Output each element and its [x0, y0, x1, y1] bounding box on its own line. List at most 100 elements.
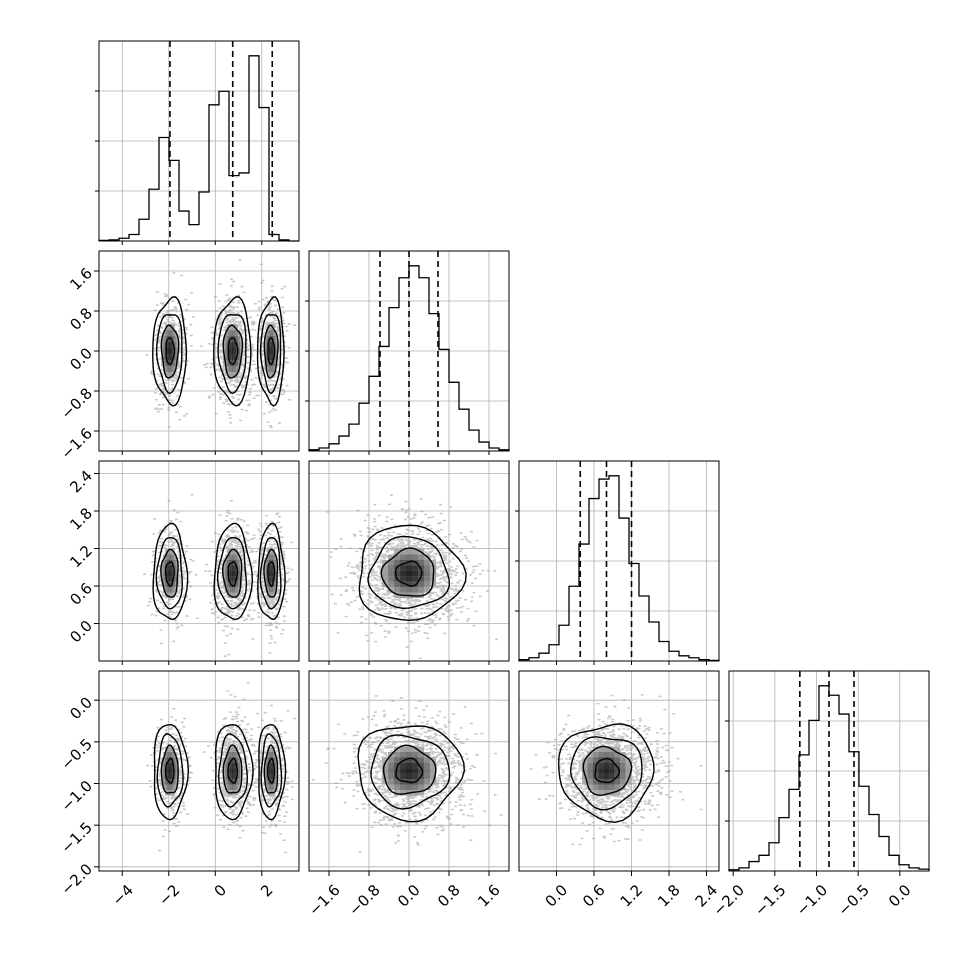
- density-cell-1-0-0: [167, 365, 170, 373]
- density-cell-3-0-1: [225, 784, 228, 791]
- density-cell-3-2: [625, 768, 632, 774]
- panel-3-3: [725, 670, 930, 872]
- density-cell-2-0-1: [227, 549, 230, 555]
- density-cell-1-0-1: [238, 336, 241, 343]
- contour-3-0-1-0: [227, 757, 238, 784]
- density-cell-3-2: [603, 773, 610, 780]
- density-cell-2-1: [406, 565, 413, 571]
- density-cell-2-0-0: [174, 559, 177, 566]
- density-cell-3-0-0: [161, 768, 164, 774]
- density-cell-3-1: [411, 784, 419, 791]
- density-cell-1-0-2: [265, 353, 268, 361]
- contour-2-0-1-0: [227, 561, 239, 587]
- density-cell-1-0-0: [176, 342, 179, 349]
- frame-0-0: [98, 40, 300, 242]
- density-cell-3-0-0: [174, 784, 177, 791]
- density-cell-3-0-2: [271, 768, 274, 774]
- density-cell-2-1: [382, 565, 389, 571]
- density-cell-3-2: [603, 752, 610, 758]
- density-cell-3-2: [609, 773, 615, 780]
- density-cell-3-0-1: [235, 784, 239, 791]
- density-cell-2-1: [388, 576, 395, 582]
- density-cell-3-0-2: [264, 768, 266, 774]
- density-cell-3-0-1: [223, 773, 226, 780]
- density-cell-3-2: [603, 790, 610, 796]
- contour-2-0-0-1: [160, 548, 179, 598]
- contour-2-1-3: [358, 524, 467, 622]
- density-cell-1-0-0: [174, 353, 177, 361]
- density-cell-3-1: [388, 773, 395, 780]
- density-cell-3-0-0: [167, 762, 170, 769]
- density-cell-3-0-1: [227, 779, 230, 785]
- density-cell-1-0-1: [227, 365, 230, 373]
- density-cell-3-0-2: [271, 752, 274, 758]
- density-cell-2-1: [400, 554, 407, 561]
- contour-3-2-1: [582, 745, 633, 796]
- density-cell-1-0-2: [274, 348, 277, 355]
- density-cell-3-0-0: [172, 752, 175, 758]
- density-cell-3-0-0: [168, 762, 171, 769]
- density-cell-3-2: [587, 762, 594, 769]
- density-cell-1-0-1: [225, 348, 228, 355]
- density-cell-1-0-1: [229, 348, 232, 355]
- density-cell-1-0-0: [170, 365, 173, 373]
- contour-1-0-2-1: [263, 324, 279, 379]
- density-cell-2-0-2: [268, 565, 271, 571]
- density-cell-3-0-0: [168, 773, 171, 780]
- density-cell-3-0-1: [238, 784, 241, 791]
- density-cell-3-0-2: [273, 757, 275, 763]
- density-cell-3-0-0: [163, 762, 166, 769]
- density-cell-3-1: [411, 768, 419, 774]
- density-cell-3-2: [598, 790, 604, 796]
- density-cell-2-0-2: [268, 559, 271, 566]
- density-cell-1-0-1: [235, 365, 239, 373]
- density-cell-2-0-0: [168, 587, 171, 593]
- density-cell-3-2: [582, 762, 588, 769]
- density-cell-2-0-0: [172, 554, 175, 561]
- density-cell-1-0-2: [267, 365, 269, 373]
- density-cell-3-1: [417, 790, 425, 796]
- density-cell-1-0-1: [231, 359, 234, 367]
- density-cell-2-0-1: [229, 565, 232, 571]
- density-cell-2-0-1: [229, 576, 232, 582]
- density-cell-3-0-0: [167, 757, 170, 763]
- density-cell-3-1: [400, 768, 407, 774]
- contour-3-1-1: [382, 744, 437, 795]
- contour-3-1-3: [357, 725, 466, 823]
- density-cell-3-0-1: [233, 752, 236, 758]
- density-cell-2-0-0: [167, 587, 170, 593]
- density-cell-2-0-2: [265, 559, 268, 566]
- density-cell-2-0-0: [161, 570, 164, 577]
- density-cell-1-0-0: [163, 353, 166, 361]
- density-cell-3-1: [400, 762, 407, 769]
- density-cell-2-0-0: [174, 570, 177, 577]
- density-cell-1-0-1: [240, 342, 243, 349]
- density-cell-3-2: [592, 790, 599, 796]
- density-cell-3-0-2: [271, 784, 274, 791]
- density-cell-1-0-0: [170, 371, 173, 378]
- density-cell-1-0-1: [233, 371, 236, 378]
- density-cell-2-1: [400, 549, 407, 555]
- panel-0-0: [95, 40, 300, 242]
- density-cell-3-0-0: [170, 752, 173, 758]
- density-cell-3-1: [406, 784, 413, 791]
- density-cell-2-0-0: [167, 554, 170, 561]
- density-cell-1-0-2: [268, 324, 271, 331]
- contour-2-0-0-0: [165, 561, 175, 587]
- density-cell-3-0-0: [165, 757, 168, 763]
- density-cell-2-0-1: [223, 565, 226, 571]
- contour-3-0-2-3: [258, 723, 287, 821]
- density-cell-1-0-1: [229, 342, 232, 349]
- density-cell-3-0-0: [168, 784, 171, 791]
- density-cell-3-1: [400, 773, 407, 780]
- density-cell-2-0-0: [167, 570, 170, 577]
- density-cell-2-0-0: [163, 576, 166, 582]
- density-cell-3-0-1: [225, 773, 228, 780]
- density-cell-1-0-1: [233, 365, 236, 373]
- density-cell-3-0-2: [273, 779, 275, 785]
- density-cell-1-0-2: [274, 353, 277, 361]
- density-cell-1-0-1: [225, 353, 228, 361]
- density-cell-3-1: [394, 757, 401, 763]
- density-cell-2-0-0: [163, 559, 166, 566]
- density-cell-1-0-0: [165, 336, 168, 343]
